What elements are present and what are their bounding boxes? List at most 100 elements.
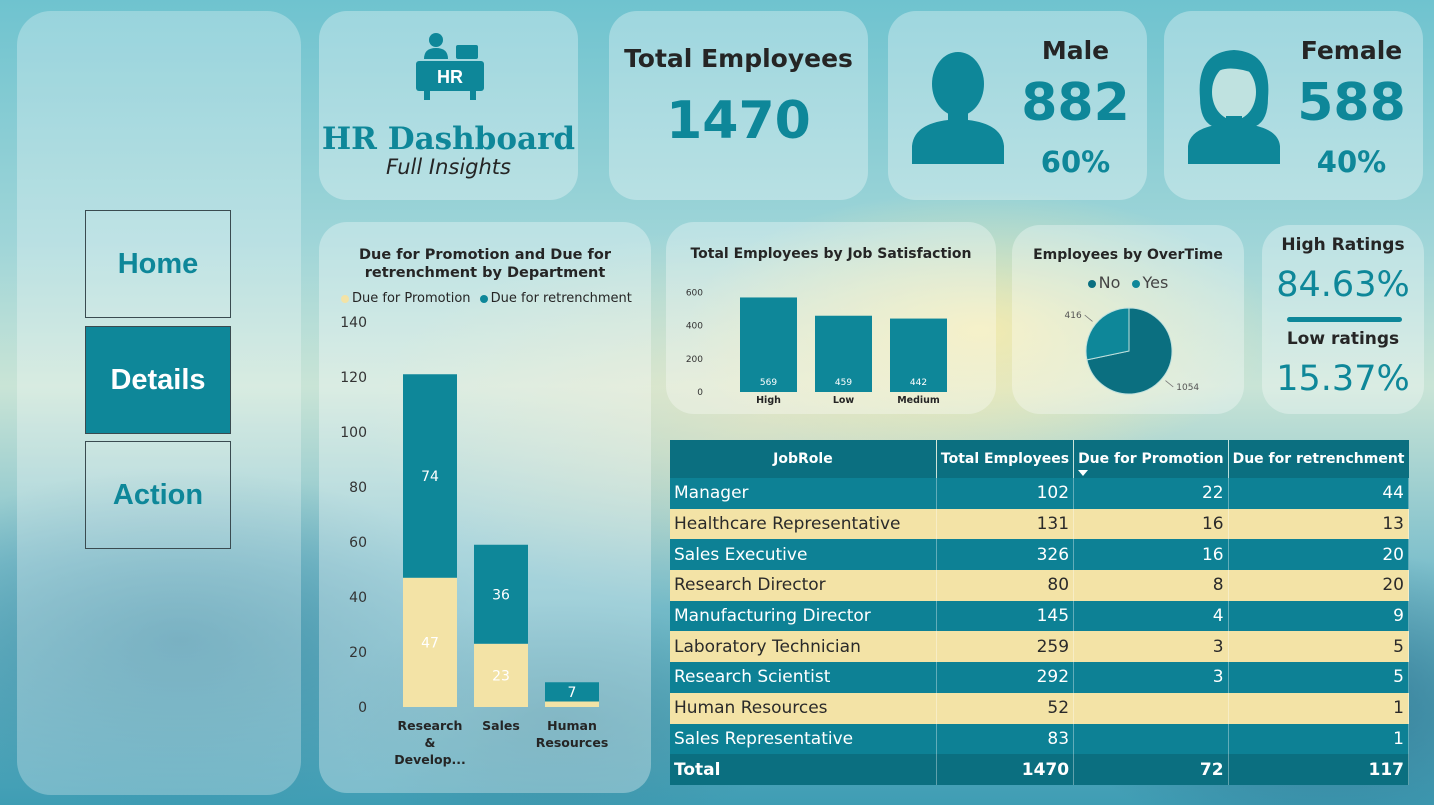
bar-data-label: 47: [421, 635, 439, 651]
cell-job-role: Research Director: [670, 570, 937, 601]
hr-logo-text: HR: [437, 67, 463, 87]
legend-yes-label: Yes: [1142, 273, 1169, 292]
cell-total-employees: 83: [936, 723, 1075, 755]
column-header-due-for-retrenchment[interactable]: Due for retrenchment: [1228, 440, 1409, 478]
table-row[interactable]: Research Director 80 8 20: [670, 570, 1410, 601]
bar-data-label: 23: [492, 668, 510, 684]
cell-total-employees: 259: [936, 631, 1075, 663]
y-tick-label: 0: [697, 388, 703, 398]
cell-total-employees: 292: [936, 662, 1075, 693]
bar-data-label: 442: [910, 378, 927, 388]
job-satisfaction-title: Total Employees by Job Satisfaction: [690, 246, 972, 262]
male-count: 882: [1021, 73, 1130, 133]
female-count: 588: [1297, 73, 1406, 133]
cell-total-employees: 80: [936, 570, 1075, 601]
legend-retrenchment-label: Due for retrenchment: [490, 291, 632, 306]
cell-job-role: Laboratory Technician: [670, 631, 937, 663]
table-row[interactable]: Research Scientist 292 3 5: [670, 662, 1410, 693]
y-tick-label: 80: [349, 480, 367, 496]
y-tick-label: 120: [340, 370, 367, 386]
cell-due-for-promotion: 16: [1073, 539, 1229, 571]
cell-job-role: Manufacturing Director: [670, 600, 937, 632]
y-tick-label: 20: [349, 645, 367, 661]
y-tick-label: 60: [349, 535, 367, 551]
male-card: Male 882 60%: [888, 11, 1147, 200]
job-satisfaction-chart-card: Total Employees by Job Satisfaction 0 200…: [666, 222, 996, 414]
table-row[interactable]: Sales Representative 83 1: [670, 723, 1410, 755]
job-satisfaction-chart: 0 200 400 600 569 High 459 Low 442 Medium: [686, 288, 947, 406]
bar-retrenchment: [545, 682, 599, 702]
cell-job-role: Research Scientist: [670, 662, 937, 693]
table-header-row: JobRole Total Employees Due for Promotio…: [670, 440, 1409, 478]
y-tick-label: 140: [340, 315, 367, 331]
dashboard-subtitle: Full Insights: [386, 155, 511, 179]
promo-chart-legend[interactable]: Due for Promotion Due for retrenchment: [341, 291, 641, 306]
cell-total-employees: 102: [936, 478, 1075, 509]
ratings-divider: [1287, 317, 1402, 322]
y-tick-label: 200: [686, 355, 703, 365]
legend-yes-dot: [1131, 279, 1140, 288]
cell-due-for-retrenchment: 1: [1228, 692, 1410, 724]
nav-action-button[interactable]: Action: [85, 441, 231, 549]
cell-due-for-promotion: 8: [1073, 570, 1229, 601]
table-row[interactable]: Human Resources 52 1: [670, 692, 1410, 724]
y-tick-label: 600: [686, 288, 703, 298]
cell-due-for-retrenchment: 20: [1228, 539, 1410, 571]
job-role-table: JobRole Total Employees Due for Promotio…: [670, 440, 1410, 786]
y-tick-label: 100: [340, 425, 367, 441]
overtime-pie-chart: 1054 416: [1065, 307, 1199, 395]
promo-chart-title: Due for Promotion and Due for retrenchme…: [339, 246, 631, 282]
cell-due-for-promotion: [1073, 723, 1229, 755]
bar-promotion: [403, 577, 457, 707]
cell-due-for-retrenchment: 1: [1228, 723, 1410, 755]
table-row[interactable]: Healthcare Representative 131 16 13: [670, 508, 1410, 540]
female-person-icon: [1188, 50, 1280, 164]
ratings-card: High Ratings 84.63% Low ratings 15.37%: [1262, 225, 1424, 414]
table-row[interactable]: Manufacturing Director 145 4 9: [670, 600, 1410, 632]
x-tick-label: Develop...: [394, 752, 466, 767]
table-total-row: Total 1470 72 117: [670, 754, 1410, 786]
x-tick-label: Low: [833, 395, 855, 406]
bar: [815, 315, 872, 392]
column-header-due-for-promotion-label: Due for Promotion: [1078, 451, 1224, 467]
y-tick-label: 0: [358, 700, 367, 716]
legend-no-label: No: [1098, 273, 1121, 292]
promo-chart-title-line-2: retrenchment by Department: [364, 265, 606, 281]
cell-total-employees: 326: [936, 539, 1075, 571]
column-header-total-employees[interactable]: Total Employees: [936, 440, 1075, 478]
column-header-due-for-promotion[interactable]: Due for Promotion: [1073, 440, 1229, 478]
total-row-label: Total: [670, 754, 937, 786]
cell-job-role: Healthcare Representative: [670, 508, 937, 540]
cell-due-for-promotion: 22: [1073, 478, 1229, 509]
female-card: Female 588 40%: [1164, 11, 1423, 200]
overtime-title: Employees by OverTime: [1033, 247, 1223, 263]
x-tick-label: Sales: [482, 718, 520, 733]
table-row[interactable]: Sales Executive 326 16 20: [670, 539, 1410, 571]
high-ratings-label: High Ratings: [1281, 235, 1405, 255]
y-tick-label: 400: [686, 322, 703, 332]
cell-total-employees: 52: [936, 692, 1075, 724]
legend-promotion-dot: [341, 294, 349, 303]
x-tick-label: &: [425, 735, 436, 750]
pie-data-label: 416: [1065, 311, 1082, 321]
cell-due-for-promotion: 16: [1073, 508, 1229, 540]
table-row[interactable]: Manager 102 22 44: [670, 478, 1410, 509]
total-row-employees: 1470: [936, 754, 1075, 786]
column-header-jobrole[interactable]: JobRole: [670, 440, 937, 478]
bar: [890, 318, 947, 392]
cell-job-role: Sales Representative: [670, 723, 937, 755]
legend-promotion-label: Due for Promotion: [352, 291, 471, 306]
bar-promotion: [474, 643, 528, 707]
nav-details-button[interactable]: Details: [85, 326, 231, 434]
low-ratings-label: Low ratings: [1286, 329, 1400, 349]
cell-due-for-retrenchment: 20: [1228, 570, 1410, 601]
legend-retrenchment-dot: [479, 294, 488, 303]
total-employees-value: 1470: [666, 91, 811, 151]
overtime-legend[interactable]: No Yes: [1012, 273, 1244, 292]
nav-home-button[interactable]: Home: [85, 210, 231, 318]
cell-due-for-promotion: [1073, 692, 1229, 724]
table-row[interactable]: Laboratory Technician 259 3 5: [670, 631, 1410, 663]
high-ratings-value: 84.63%: [1276, 265, 1410, 305]
pie-data-label: 1054: [1176, 383, 1199, 393]
hr-desk-icon: HR: [416, 33, 484, 100]
